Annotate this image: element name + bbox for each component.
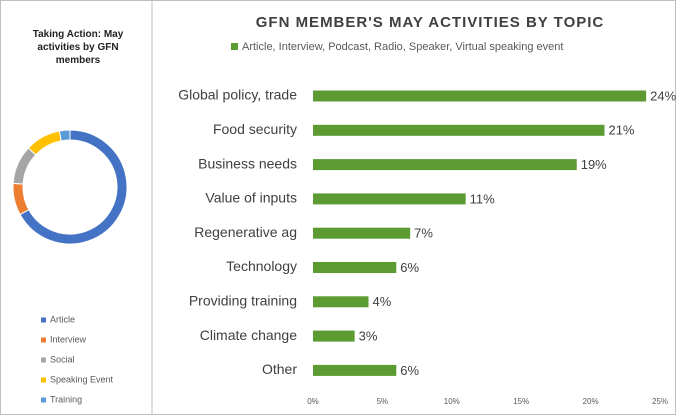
data-label: 3% [359,329,378,344]
bar [313,364,397,376]
y-tick-label: Regenerative ag [194,224,297,240]
legend-label: Social [50,354,75,364]
y-tick-label: Providing training [189,293,297,309]
donut-slice [12,182,30,216]
donut-title: Taking Action: May activities by GFN mem… [32,29,124,66]
donut-slice [12,147,37,185]
x-tick-label: 5% [377,397,389,406]
data-label: 21% [608,123,634,138]
bar [313,262,397,273]
y-tick-label: Food security [213,121,297,137]
y-tick-label: Climate change [200,327,297,343]
legend-swatch [41,357,46,363]
legend-label: Article [50,314,75,324]
x-tick-label: 10% [444,397,460,406]
bar [313,227,411,239]
legend-swatch [41,377,46,383]
y-tick-label: Other [262,361,297,377]
legend-label: Speaking Event [50,374,114,384]
data-label: 4% [373,294,392,309]
chart-title: GFN MEMBER'S MAY ACTIVITIES BY TOPIC [256,14,605,31]
x-tick-label: 15% [513,397,529,406]
data-label: 19% [581,157,607,172]
y-tick-label: Global policy, trade [178,87,297,103]
legend-label: Interview [50,334,87,344]
bar [313,90,647,102]
legend-label: Article, Interview, Podcast, Radio, Spea… [242,41,563,53]
bar [313,124,605,136]
data-label: 11% [470,191,495,206]
data-label: 6% [400,260,419,275]
donut-slice [58,129,71,142]
y-tick-label: Technology [226,258,297,274]
data-label: 6% [400,363,419,378]
x-tick-label: 25% [652,397,668,406]
bar [313,159,577,171]
x-tick-label: 0% [307,397,319,406]
bar [313,193,466,205]
y-tick-label: Value of inputs [205,190,297,206]
legend-label: Training [50,394,82,404]
x-tick-label: 20% [583,397,599,406]
donut-slice [27,130,62,156]
legend-swatch [41,317,46,323]
legend-swatch [41,337,46,343]
data-label: 24% [650,88,676,103]
legend-swatch [41,397,46,403]
legend-swatch [231,43,238,50]
data-label: 7% [414,226,433,241]
bar [313,296,369,308]
bar [313,330,355,342]
y-tick-label: Business needs [198,155,297,171]
